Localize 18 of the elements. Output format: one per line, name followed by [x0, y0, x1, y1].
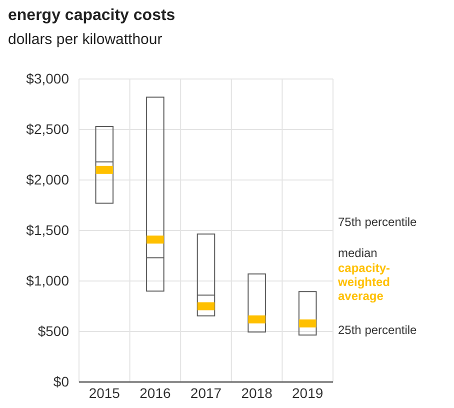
x-tick-label: 2016	[140, 384, 171, 401]
y-tick-label: $1,500	[26, 222, 70, 238]
chart-title: energy capacity costs	[8, 7, 176, 24]
text: capacity-weighted average	[337, 261, 390, 303]
y-tick-label: $1,000	[26, 272, 70, 288]
x-tick-label: 2015	[88, 384, 120, 401]
text: 25th percentile	[338, 323, 418, 337]
y-tick-label: $2,500	[26, 120, 70, 137]
text: median	[338, 246, 378, 260]
y-tick-label: $0	[53, 373, 70, 390]
y-tick-label: $500	[38, 322, 70, 339]
x-tick-label: 2019	[292, 384, 324, 401]
text: 75th percentile	[338, 215, 418, 229]
y-tick-label: $2,000	[26, 171, 70, 188]
x-tick-label: 2018	[241, 384, 273, 401]
y-tick-label: $3,000	[26, 70, 70, 86]
chart-subtitle: dollars per kilowatthour	[8, 31, 162, 48]
x-tick-label: 2017	[190, 384, 222, 401]
